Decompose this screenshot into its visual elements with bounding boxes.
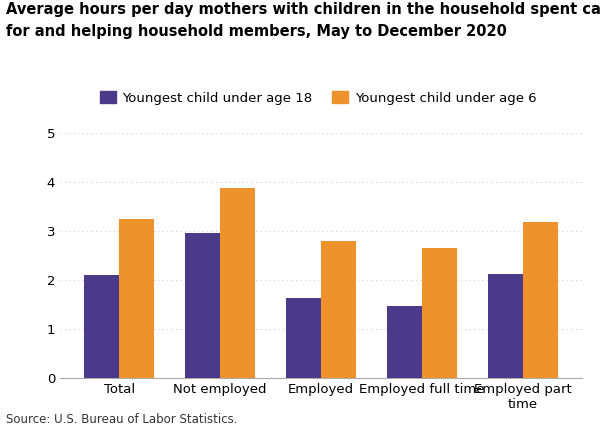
Text: for and helping household members, May to December 2020: for and helping household members, May t… xyxy=(6,24,507,39)
Bar xyxy=(422,249,457,378)
Bar xyxy=(386,306,422,378)
Bar xyxy=(321,241,356,378)
Bar xyxy=(286,298,321,378)
Bar xyxy=(523,222,558,378)
Bar xyxy=(185,233,220,378)
Text: Average hours per day mothers with children in the household spent caring: Average hours per day mothers with child… xyxy=(6,2,600,17)
Bar xyxy=(488,274,523,378)
Bar xyxy=(84,276,119,378)
Bar xyxy=(119,218,154,378)
Text: Source: U.S. Bureau of Labor Statistics.: Source: U.S. Bureau of Labor Statistics. xyxy=(6,413,238,426)
Legend: Youngest child under age 18, Youngest child under age 6: Youngest child under age 18, Youngest ch… xyxy=(95,86,541,110)
Bar xyxy=(220,188,256,378)
